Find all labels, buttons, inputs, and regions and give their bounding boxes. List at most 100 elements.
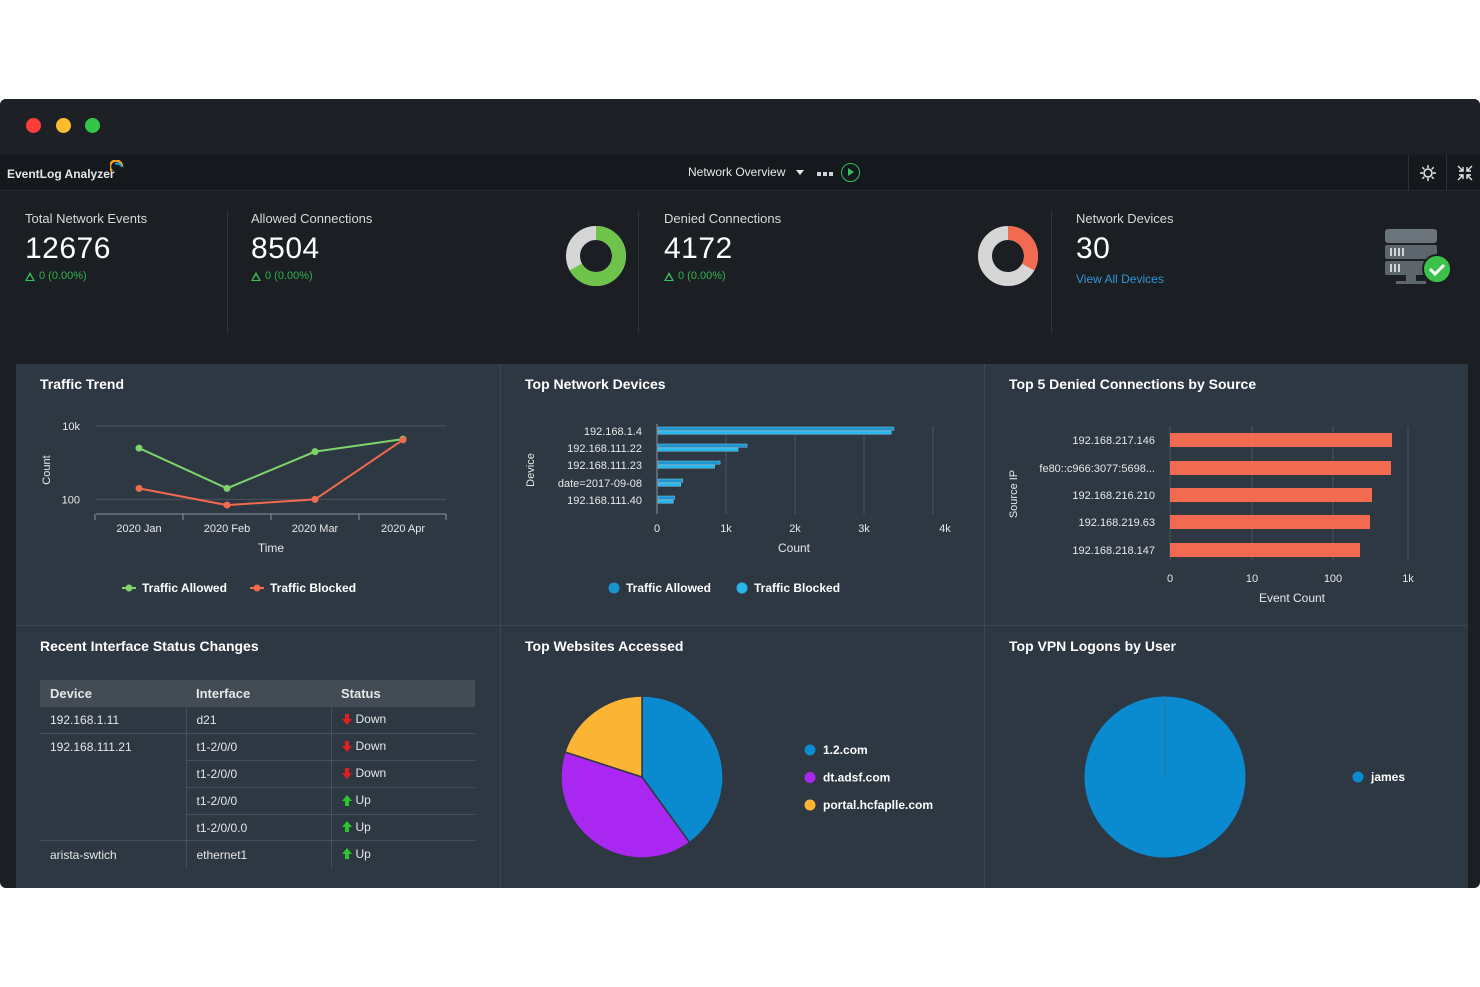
donut-slice bbox=[978, 226, 1038, 286]
cell-interface: d21 bbox=[186, 707, 332, 735]
interface-status-panel: Recent Interface Status Changes Device I… bbox=[16, 626, 500, 888]
panel-divider bbox=[500, 364, 501, 888]
kpi-denied-connections: Denied Connections 4172 0 (0.00%) bbox=[664, 211, 781, 282]
kpi-delta: 0 (0.00%) bbox=[251, 270, 372, 282]
x-tick-label: 0 bbox=[654, 523, 660, 535]
x-axis-title: Event Count bbox=[1259, 591, 1326, 605]
arrow-down-icon bbox=[341, 740, 352, 752]
kpi-label: Network Devices bbox=[1076, 211, 1174, 226]
top-network-devices-panel: Top Network Devices 0 1k 2k 3k 4k Count Device… bbox=[501, 364, 984, 625]
status-label: Up bbox=[355, 819, 371, 834]
table-row[interactable]: arista-swtich ethernet1 Up bbox=[40, 840, 475, 868]
panel-title: Top Network Devices bbox=[525, 376, 666, 392]
status-label: Down bbox=[355, 739, 387, 754]
maximize-window-button[interactable] bbox=[85, 118, 100, 133]
column-header-interface[interactable]: Interface bbox=[186, 680, 331, 707]
y-tick-label: 192.168.218.147 bbox=[1072, 545, 1155, 557]
y-tick-label: fe80::c966:3077:5698... bbox=[1039, 463, 1155, 475]
minimize-window-button[interactable] bbox=[56, 118, 71, 133]
x-axis-title: Time bbox=[258, 541, 285, 555]
window-titlebar bbox=[0, 99, 1480, 155]
cell-status: Up bbox=[331, 814, 475, 842]
table-row[interactable]: t1-2/0/0 Down bbox=[40, 760, 475, 788]
legend-label: james bbox=[1370, 770, 1405, 784]
status-label: Up bbox=[355, 793, 371, 808]
kpi-allowed-connections: Allowed Connections 8504 0 (0.00%) bbox=[251, 211, 372, 282]
cell-device bbox=[40, 760, 187, 788]
cell-device bbox=[40, 787, 187, 815]
y-tick-label: 100 bbox=[62, 494, 80, 506]
status-label: Up bbox=[355, 846, 371, 861]
bar bbox=[1170, 543, 1360, 557]
table-row[interactable]: t1-2/0/0 Up bbox=[40, 787, 475, 815]
legend-swatch bbox=[804, 744, 816, 756]
bar bbox=[657, 482, 682, 487]
kpi-value: 4172 bbox=[664, 232, 733, 265]
legend-label: Traffic Blocked bbox=[270, 581, 356, 595]
y-tick-label: 192.168.219.63 bbox=[1079, 517, 1155, 529]
denied-donut-chart bbox=[978, 226, 1038, 286]
top-denied-panel: Top 5 Denied Connections by Source 0 10 10… bbox=[985, 364, 1468, 625]
theme-toggle-icon[interactable] bbox=[1418, 163, 1438, 183]
bar bbox=[657, 430, 892, 435]
panel-divider bbox=[984, 364, 985, 888]
table-row[interactable]: 192.168.111.21 t1-2/0/0 Down bbox=[40, 733, 475, 762]
collapse-fullscreen-icon[interactable] bbox=[1455, 163, 1475, 183]
view-all-devices-link[interactable]: View All Devices bbox=[1076, 272, 1164, 286]
cell-device: arista-swtich bbox=[40, 840, 187, 868]
legend-label: 1.2.com bbox=[823, 743, 868, 757]
server-check-icon bbox=[1385, 229, 1452, 284]
table-row[interactable]: t1-2/0/0.0 Up bbox=[40, 814, 475, 842]
x-tick-label: 4k bbox=[939, 523, 951, 535]
app-logo[interactable]: EventLog Analyzer bbox=[7, 167, 115, 181]
series-line bbox=[138, 438, 404, 507]
panel-title: Traffic Trend bbox=[40, 376, 125, 392]
x-tick-label: 2020 Mar bbox=[292, 523, 339, 535]
data-point bbox=[311, 448, 319, 456]
column-header-status[interactable]: Status bbox=[331, 680, 475, 707]
y-axis-title: Device bbox=[525, 453, 537, 487]
traffic-trend-chart: 10k 100 2020 Jan 2020 Feb 2020 Mar 2020 Apr Ti… bbox=[41, 421, 447, 595]
panel-divider bbox=[16, 625, 1468, 626]
vpn-logons-pie-chart: james bbox=[1083, 695, 1405, 859]
y-tick-label: date=2017-09-08 bbox=[558, 478, 642, 490]
bar bbox=[657, 495, 675, 500]
cell-interface: ethernet1 bbox=[186, 840, 332, 868]
x-tick-label: 1k bbox=[720, 523, 732, 535]
kpi-summary-row: Total Network Events 12676 0 (0.00%) All… bbox=[0, 191, 1480, 364]
kpi-value: 8504 bbox=[251, 232, 320, 265]
table-row[interactable]: 192.168.1.11 d21 Down bbox=[40, 707, 475, 735]
kpi-label: Denied Connections bbox=[664, 211, 782, 226]
data-point bbox=[223, 484, 231, 492]
legend-label: Traffic Blocked bbox=[754, 581, 840, 595]
app-header: EventLog Analyzer Network Overview bbox=[0, 155, 1480, 191]
play-icon[interactable] bbox=[841, 163, 860, 182]
traffic-trend-panel: Traffic Trend 10k 100 2020 Jan 2020 Feb 2020… bbox=[16, 364, 500, 625]
legend-swatch bbox=[804, 799, 816, 811]
more-dots-icon[interactable] bbox=[817, 172, 837, 176]
interface-status-table: Device Interface Status 192.168.1.11 d21 D… bbox=[40, 680, 475, 868]
chevron-down-icon[interactable] bbox=[796, 170, 804, 175]
y-tick-label: 192.168.111.22 bbox=[567, 443, 642, 455]
view-selector[interactable]: Network Overview bbox=[688, 165, 786, 179]
bar bbox=[657, 499, 674, 504]
arrow-up-icon bbox=[341, 794, 352, 806]
pie-slice bbox=[564, 695, 643, 779]
y-axis-title: Count bbox=[41, 455, 53, 484]
cell-device bbox=[40, 814, 187, 842]
y-tick-label: 192.168.1.4 bbox=[584, 426, 642, 438]
legend-swatch-dot bbox=[125, 584, 133, 592]
cell-interface: t1-2/0/0 bbox=[186, 733, 332, 762]
close-window-button[interactable] bbox=[26, 118, 41, 133]
cell-status: Down bbox=[331, 733, 475, 762]
data-point bbox=[223, 501, 231, 509]
kpi-total-events: Total Network Events 12676 0 (0.00%) bbox=[25, 211, 147, 282]
bar bbox=[657, 447, 739, 452]
donut-slice bbox=[566, 226, 626, 286]
logo-arc-icon bbox=[110, 160, 124, 172]
status-label: Down bbox=[355, 766, 387, 781]
column-header-device[interactable]: Device bbox=[40, 680, 186, 707]
legend-swatch-dot bbox=[253, 584, 261, 592]
cell-device: 192.168.111.21 bbox=[40, 733, 187, 761]
y-tick-label: 10k bbox=[62, 421, 80, 433]
